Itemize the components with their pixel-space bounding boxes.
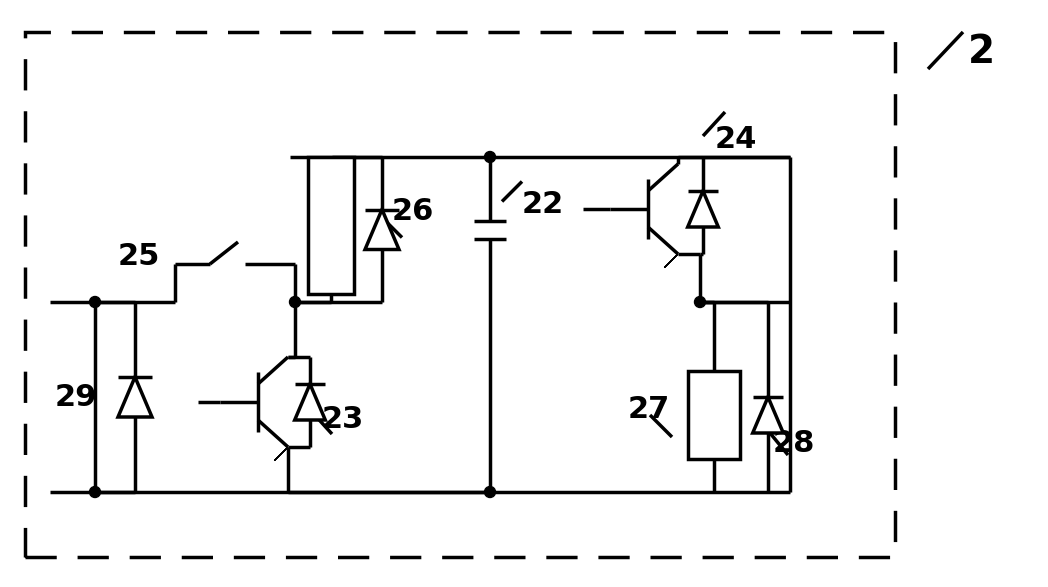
Polygon shape — [118, 377, 152, 417]
Circle shape — [484, 151, 496, 163]
Polygon shape — [687, 191, 718, 227]
Text: 22: 22 — [522, 190, 564, 219]
Text: 28: 28 — [773, 429, 815, 457]
Text: 26: 26 — [392, 197, 434, 226]
Polygon shape — [275, 447, 288, 461]
Text: 27: 27 — [628, 396, 671, 424]
Text: 23: 23 — [322, 406, 365, 434]
Text: 24: 24 — [715, 124, 758, 153]
Polygon shape — [365, 210, 399, 249]
Circle shape — [289, 296, 301, 308]
Text: 29: 29 — [54, 383, 97, 411]
Bar — [687, 371, 740, 459]
Polygon shape — [294, 384, 325, 420]
Circle shape — [89, 296, 101, 308]
Text: 2: 2 — [968, 33, 996, 71]
Circle shape — [89, 487, 101, 498]
Bar — [308, 157, 354, 294]
Bar — [25, 32, 895, 557]
Circle shape — [484, 487, 496, 498]
Circle shape — [695, 296, 705, 308]
Text: 25: 25 — [118, 241, 160, 271]
Polygon shape — [752, 397, 783, 433]
Polygon shape — [664, 254, 678, 268]
